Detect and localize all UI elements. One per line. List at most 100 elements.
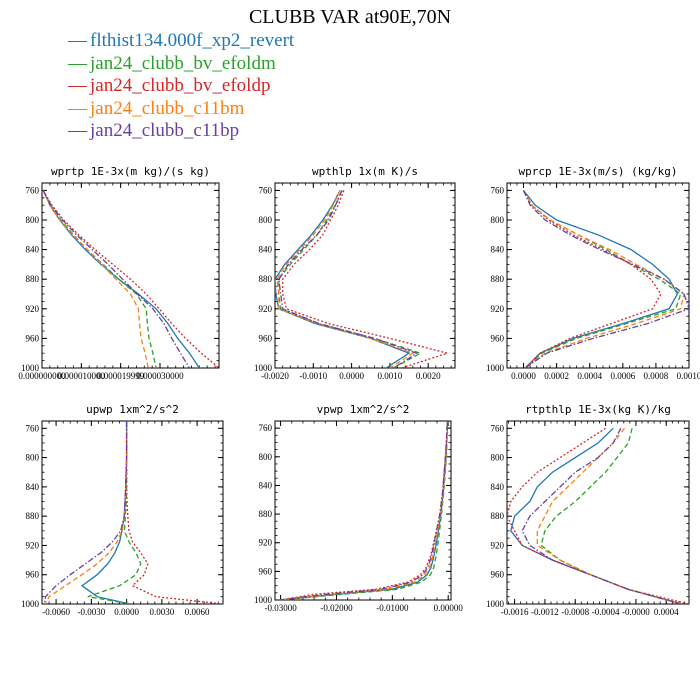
x-tick-label: 0.0008 (644, 371, 669, 381)
series-line (278, 190, 419, 368)
y-tick-label: 840 (491, 245, 505, 255)
x-tick-label: -0.0008 (561, 607, 589, 617)
y-tick-label: 880 (491, 511, 505, 521)
y-tick-label: 920 (26, 540, 40, 550)
y-tick-label: 760 (491, 185, 505, 195)
x-tick-label: 0.0006 (610, 371, 635, 381)
chart-panel: wpthlp 1x(m K)/s7608008408809209601000-0… (254, 165, 456, 381)
legend-item: — jan24_clubb_c11bp (68, 120, 294, 143)
panel-title: wprcp 1E-3x(m/s) (kg/kg) (519, 165, 678, 178)
series-line (87, 421, 142, 604)
x-tick-label: -0.0004 (592, 607, 620, 617)
y-tick-label: 920 (491, 540, 505, 550)
series-line (42, 190, 157, 368)
series-line (42, 190, 191, 368)
y-tick-label: 880 (26, 511, 40, 521)
legend-line-icon: — (68, 120, 87, 141)
x-tick-label: -0.0020 (261, 371, 289, 381)
legend-line-icon: — (68, 75, 87, 96)
legend-item: — flthist134.000f_xp2_revert (68, 30, 294, 53)
y-tick-label: 840 (259, 480, 273, 490)
series-line (522, 190, 662, 368)
series-line (279, 421, 449, 600)
legend-label: jan24_clubb_c11bm (90, 97, 245, 119)
legend-label: flthist134.000f_xp2_revert (90, 30, 295, 51)
plot-frame (274, 420, 452, 601)
y-tick-label: 840 (26, 245, 40, 255)
y-tick-label: 840 (26, 482, 40, 492)
panel-title: wprtp 1E-3x(m kg)/(s kg) (51, 165, 210, 178)
y-tick-label: 800 (26, 215, 40, 225)
y-tick-label: 1000 (486, 363, 505, 373)
series-line (279, 421, 449, 600)
panel-title: rtpthlp 1E-3x(kg K)/kg (525, 403, 671, 416)
x-tick-label: -0.02000 (320, 603, 353, 613)
series-line (44, 421, 128, 604)
x-tick-label: 0.0000 (114, 607, 139, 617)
chart-panel: wprtp 1E-3x(m kg)/(s kg) 760 800 840 880 920 9… (18, 165, 220, 381)
legend-item: — jan24_clubb_bv_efoldp (68, 75, 294, 98)
x-tick-label: 0.000019999 (97, 371, 145, 381)
x-tick-label: 0.0002 (544, 371, 569, 381)
x-tick-label: 0.0004 (654, 607, 679, 617)
plot-frame (506, 420, 690, 605)
y-tick-label: 1000 (254, 363, 273, 373)
x-tick-label: -0.0030 (77, 607, 105, 617)
y-tick-label: 800 (259, 215, 273, 225)
x-tick-label: 0.0060 (185, 607, 210, 617)
panel-title: wpthlp 1x(m K)/s (312, 165, 418, 178)
y-tick-label: 1000 (486, 599, 505, 609)
x-tick-label: -0.01000 (376, 603, 409, 613)
chart-panel: upwp 1xm^2/s^27608008408809209601000-0.0… (21, 403, 224, 617)
chart-panel: rtpthlp 1E-3x(kg K)/kg 760 800 840 880 920 960… (486, 403, 690, 617)
series-line (522, 189, 679, 368)
series-line (125, 421, 223, 604)
series-line (275, 190, 411, 368)
figure-title: CLUBB VAR at90E,70N (248, 6, 452, 28)
panel-title: upwp 1xm^2/s^2 (86, 403, 179, 416)
y-tick-label: 760 (259, 423, 273, 433)
x-tick-label: -0.0000 (622, 607, 650, 617)
y-tick-label: 960 (491, 570, 505, 580)
series-line (279, 421, 449, 600)
legend-label: jan24_clubb_bv_efoldp (90, 75, 271, 96)
series-line (279, 421, 449, 600)
legend-label: jan24_clubb_c11bp (90, 120, 240, 141)
chart-panel: vpwp 1xm^2/s^27608008408809209601000-0.0… (254, 403, 463, 613)
y-tick-label: 800 (491, 215, 505, 225)
series-line (522, 190, 685, 368)
y-tick-label: 800 (491, 453, 505, 463)
x-tick-label: -0.0012 (531, 607, 559, 617)
x-tick-label: 0.0000 (339, 371, 364, 381)
y-tick-label: 880 (259, 274, 273, 284)
plot-frame (41, 182, 220, 369)
y-tick-label: 800 (259, 452, 273, 462)
legend-line-icon: — (68, 30, 87, 51)
y-tick-label: 960 (259, 333, 273, 343)
legend-line-icon: — (68, 52, 87, 74)
legend-label: jan24_clubb_bv_efoldm (90, 52, 276, 74)
series-line (43, 421, 128, 604)
chart-panel: wprcp 1E-3x(m/s) (kg/kg) 760 800 840 880 920 9… (486, 165, 700, 381)
series-line (42, 190, 219, 368)
x-tick-label: 0.0010 (378, 371, 403, 381)
series-line (282, 190, 450, 368)
y-tick-label: 800 (26, 453, 40, 463)
x-tick-label: -0.0010 (299, 371, 327, 381)
plot-frame (274, 182, 456, 369)
series-line (540, 428, 682, 604)
y-tick-label: 760 (259, 185, 273, 195)
legend-line-icon: — (68, 97, 87, 119)
series-line (80, 421, 131, 604)
legend-item: — jan24_clubb_bv_efoldm (68, 53, 294, 76)
x-tick-label: 0.0004 (577, 371, 602, 381)
series-line (42, 190, 200, 368)
y-tick-label: 960 (491, 333, 505, 343)
series-line (536, 427, 682, 604)
x-tick-label: 0.0000 (511, 371, 536, 381)
x-tick-label: -0.0016 (501, 607, 529, 617)
y-tick-label: 760 (26, 185, 40, 195)
y-tick-label: 920 (26, 304, 40, 314)
